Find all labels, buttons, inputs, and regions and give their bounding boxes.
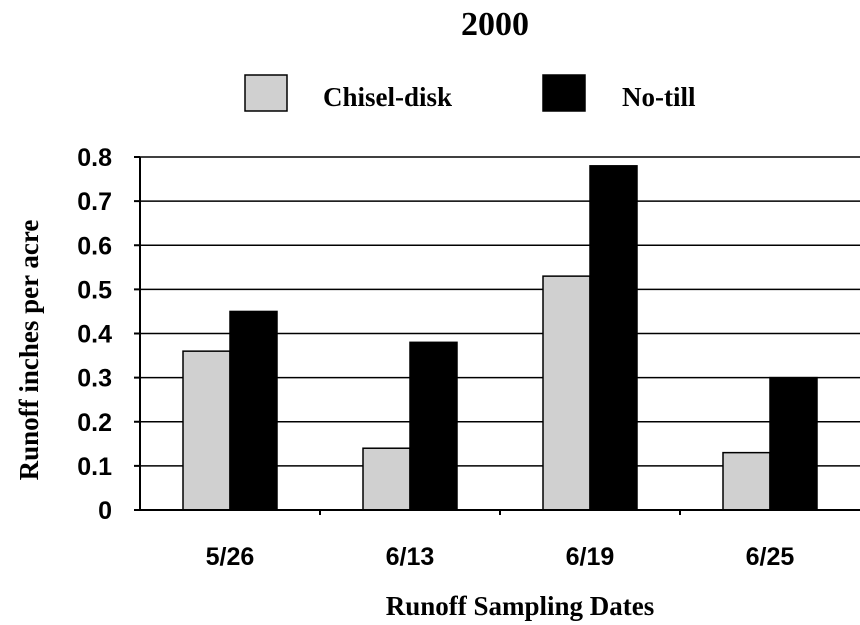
y-tick-label: 0.6	[77, 232, 112, 260]
y-tick-label: 0.7	[77, 188, 112, 216]
legend-swatch-chisel-disk	[244, 74, 288, 112]
x-tick-label: 5/26	[206, 543, 255, 571]
bar-chisel-disk-6-25	[722, 451, 771, 511]
y-tick-label: 0.3	[77, 365, 112, 393]
y-tick-label: 0.1	[77, 453, 112, 481]
x-axis-label: Runoff Sampling Dates	[386, 591, 655, 621]
bar-no-till-6-13	[409, 341, 458, 511]
chart-title: 2000	[461, 6, 529, 43]
legend-label-chisel-disk: Chisel-disk	[323, 82, 452, 112]
x-tick-label: 6/13	[386, 543, 435, 571]
legend: Chisel-disk No-till	[244, 74, 696, 112]
legend-label-no-till: No-till	[622, 82, 696, 112]
y-axis-label: Runoff inches per acre	[14, 220, 44, 481]
y-tick-label: 0.2	[77, 409, 112, 437]
bar-no-till-6-19	[589, 165, 638, 511]
y-tick-labels: 0 0.1 0.2 0.3 0.4 0.5 0.6 0.7 0.8	[77, 144, 112, 525]
y-tick-label: 0.5	[77, 276, 112, 304]
bar-chisel-disk-6-19	[542, 275, 591, 511]
legend-swatch-no-till	[542, 74, 586, 112]
y-tick-label: 0.4	[77, 321, 112, 349]
bar-chisel-disk-5-26	[182, 350, 231, 511]
bars	[182, 165, 818, 511]
y-tick-label: 0.8	[77, 144, 112, 172]
x-tick-labels: 5/26 6/13 6/19 6/25	[206, 543, 795, 571]
bar-no-till-5-26	[229, 310, 278, 511]
x-tick-label: 6/19	[566, 543, 615, 571]
bar-chisel-disk-6-13	[362, 447, 411, 511]
bar-no-till-6-25	[769, 376, 818, 511]
axes	[134, 156, 860, 515]
y-tick-label: 0	[98, 497, 112, 525]
x-tick-label: 6/25	[746, 543, 795, 571]
